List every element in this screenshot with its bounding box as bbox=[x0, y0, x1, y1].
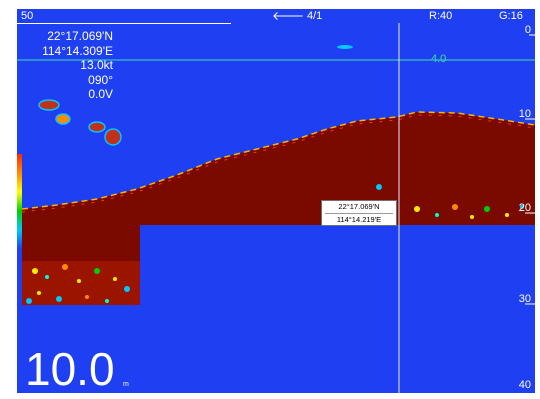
page-indicator: 4/1 bbox=[307, 10, 323, 22]
depth-readout: 10.0 bbox=[25, 343, 115, 393]
heading-readout: 090° bbox=[88, 72, 113, 87]
latitude-readout: 22°17.069'N bbox=[47, 29, 113, 43]
navigation-info: 22°17.069'N 114°14.309'E 13.0kt 090° 0.0… bbox=[17, 29, 113, 102]
depth-scale-ticks bbox=[525, 34, 535, 305]
range-underline bbox=[17, 23, 231, 24]
cursor-longitude: 114°14.219'E bbox=[336, 215, 382, 224]
sonar-screen[interactable]: 50 🡐 4/1 R:40 G:16 22°17.069'N 114°14.30… bbox=[17, 9, 535, 393]
scale-label-40: 40 bbox=[518, 379, 531, 391]
scale-label-20: 20 bbox=[518, 202, 531, 214]
seabed-profile bbox=[22, 112, 535, 305]
echo-clutter-right bbox=[376, 184, 524, 219]
fish-targets bbox=[38, 45, 353, 146]
scale-label-10: 10 bbox=[518, 108, 531, 120]
gain-readout: G:16 bbox=[499, 10, 523, 22]
scale-label-30: 30 bbox=[518, 293, 531, 305]
marker-depth-label: 4.0 bbox=[431, 53, 447, 65]
color-scale-icon bbox=[17, 154, 22, 249]
scale-label-0: 0 bbox=[524, 24, 531, 36]
longitude-readout: 114°14.309'E bbox=[42, 43, 113, 58]
cursor-latitude: 22°17.069'N bbox=[338, 202, 380, 211]
voltage-readout: 0.0V bbox=[88, 87, 113, 101]
cursor-position-box: 22°17.069'N 114°14.219'E bbox=[321, 200, 397, 226]
echo-clutter-left bbox=[22, 261, 140, 305]
echogram-display bbox=[17, 23, 535, 393]
speed-readout: 13.0kt bbox=[80, 58, 113, 72]
seabed-edge bbox=[21, 111, 535, 210]
range-readout: R:40 bbox=[429, 10, 453, 22]
range-value: 50 bbox=[21, 10, 34, 22]
cursor-box-divider bbox=[325, 213, 393, 214]
left-arrow-icon[interactable]: 🡐 bbox=[272, 9, 305, 23]
depth-unit: m bbox=[123, 381, 129, 388]
